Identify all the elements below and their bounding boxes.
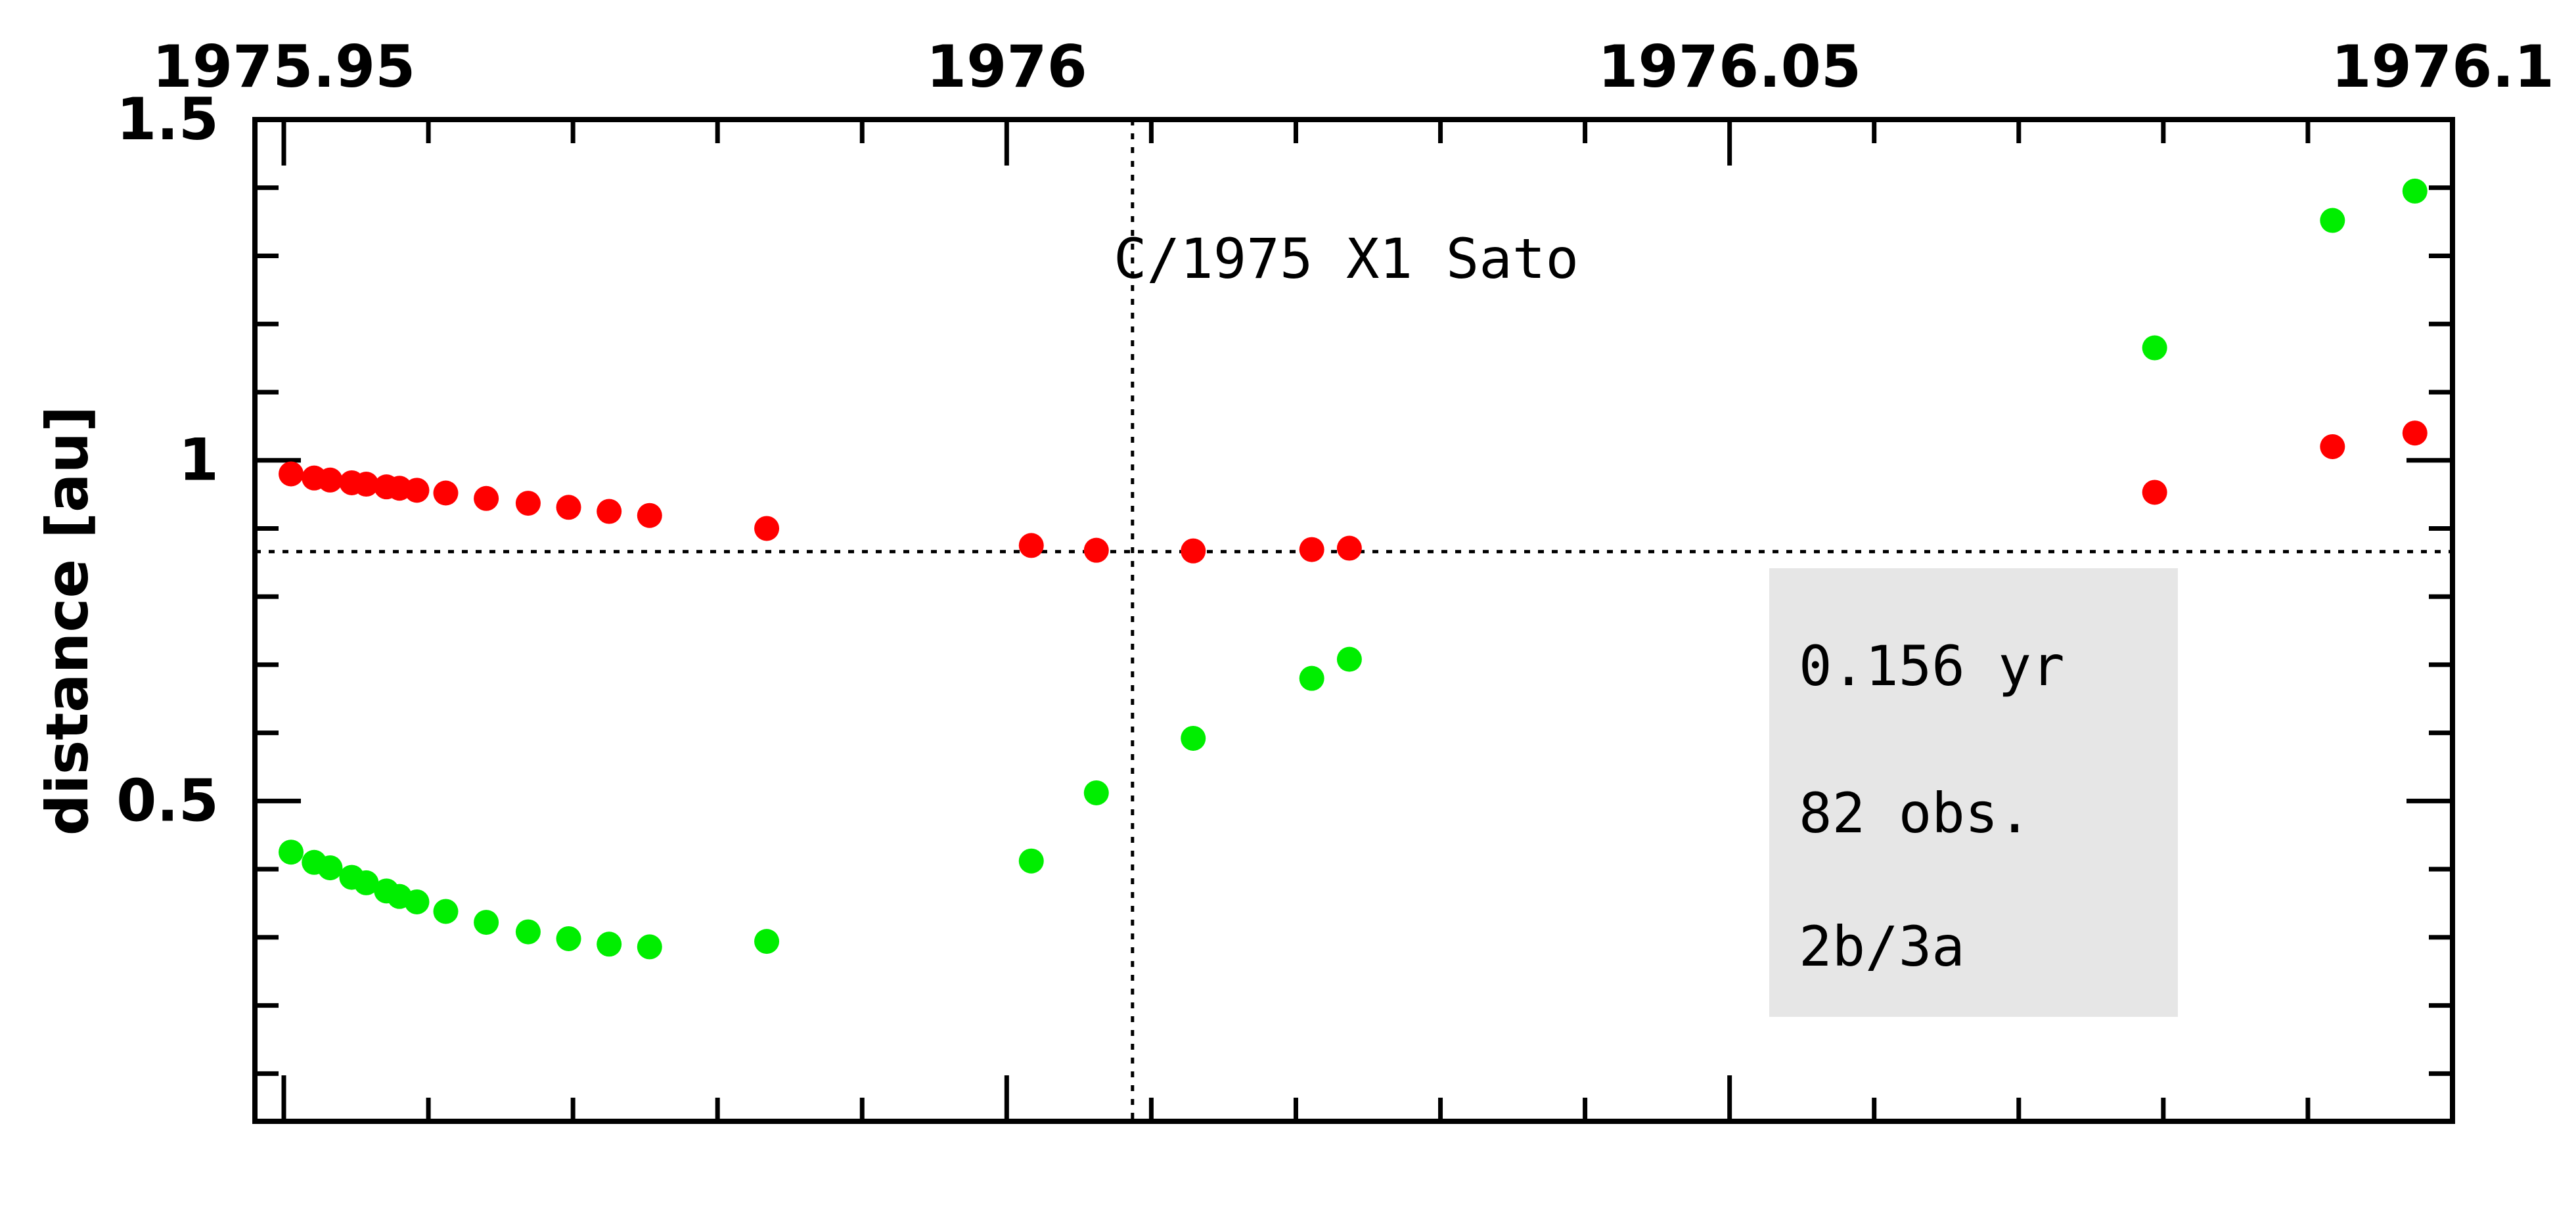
red-data-point: [404, 478, 430, 503]
red-data-point: [1018, 533, 1044, 558]
green-data-point: [1083, 780, 1109, 805]
green-data-point: [515, 919, 541, 945]
green-data-point: [433, 899, 459, 924]
green-data-point: [1018, 848, 1044, 874]
x-tick-label: 1976.1: [2331, 33, 2554, 101]
red-data-point: [1336, 535, 1362, 561]
red-data-point: [1181, 538, 1206, 564]
red-data-point: [637, 503, 662, 528]
x-tick-label: 1975.95: [152, 33, 416, 101]
info-line-observations: 82 obs.: [1799, 781, 2031, 845]
tick-labels: 1975.95 1976 1976.05 1976.1 0.5 1 1.5: [116, 33, 2554, 834]
red-data-point: [353, 472, 379, 497]
green-data-point: [1299, 665, 1324, 691]
green-data-point: [754, 929, 780, 954]
green-data-point: [353, 870, 379, 895]
x-tick-label: 1976.05: [1598, 33, 1861, 101]
red-data-point: [515, 491, 541, 516]
red-data-point: [2402, 420, 2428, 446]
red-data-point: [1083, 537, 1109, 563]
red-data-point: [754, 516, 780, 541]
red-data-point: [1299, 537, 1324, 562]
green-data-point: [1336, 646, 1362, 672]
red-data-point: [2142, 480, 2167, 505]
green-data-point: [317, 855, 343, 881]
green-data-point: [2402, 178, 2428, 204]
data-points: [279, 178, 2428, 960]
red-data-point: [433, 480, 459, 506]
green-data-point: [279, 840, 304, 865]
info-box: [1769, 568, 2178, 1017]
green-data-point: [1181, 725, 1206, 751]
chart-title: C/1975 X1 Sato: [1114, 227, 1579, 291]
green-data-point: [556, 926, 581, 951]
info-line-duration: 0.156 yr: [1799, 634, 2065, 698]
y-tick-label: 0.5: [116, 767, 219, 834]
red-data-point: [279, 461, 304, 487]
green-data-point: [474, 910, 499, 935]
green-data-point: [2320, 208, 2345, 233]
red-data-point: [2320, 434, 2345, 459]
green-data-point: [637, 934, 662, 960]
x-tick-label: 1976: [926, 33, 1087, 101]
green-data-point: [2142, 335, 2167, 361]
y-axis-title: distance [au]: [34, 406, 101, 836]
red-data-point: [556, 495, 581, 520]
info-line-model: 2b/3a: [1799, 914, 1965, 979]
axis-ticks: [255, 117, 2455, 1121]
green-data-point: [597, 931, 622, 957]
red-data-point: [474, 485, 499, 511]
red-data-point: [317, 467, 343, 493]
red-data-point: [597, 499, 622, 524]
y-tick-label: 1.5: [116, 85, 219, 153]
y-tick-label: 1: [179, 426, 219, 494]
reference-lines: [255, 120, 2452, 1121]
green-data-point: [404, 889, 430, 914]
plot-frame: [252, 117, 2455, 1124]
